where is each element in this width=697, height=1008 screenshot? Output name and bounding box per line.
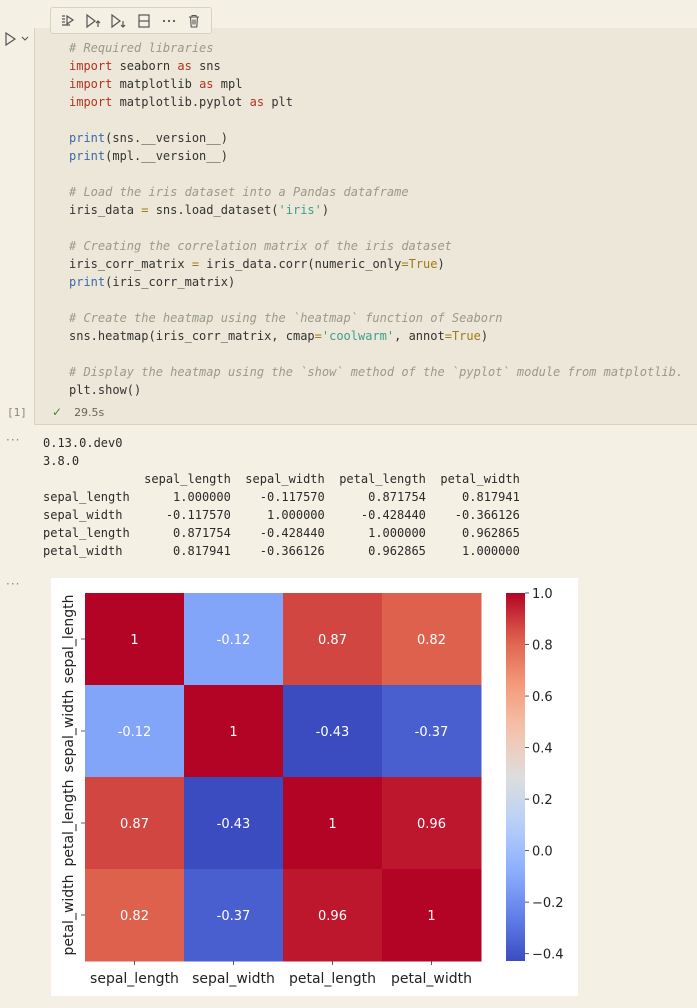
execute-above-icon[interactable] [57,10,79,32]
heatmap-cell [85,777,185,870]
y-tick-label: sepal_width [61,690,77,773]
code-line: # Required libraries [69,41,214,55]
execution-count: [1] [7,406,27,419]
output-line: sepal_length sepal_width petal_length pe… [43,472,520,486]
heatmap-cell [283,777,383,870]
heatmap-chart: 1 -0.12 0.87 0.82 -0.12 1 -0.43 -0.37 0.87 -0.43 1… [61,587,564,987]
heatmap-cell [184,777,284,870]
output-line: sepal_length 1.000000 -0.117570 0.871754… [43,490,520,504]
code-editor[interactable]: # Required libraries import seaborn as sn… [69,39,683,399]
cell-annotation: 1 [229,725,237,740]
code-line: # Display the heatmap using the `show` m… [69,365,684,379]
cell-annotation: 1 [328,817,336,832]
x-tick-label: petal_length [289,971,376,987]
code-line: # Create the heatmap using the `heatmap`… [69,311,503,325]
code-line: import seaborn as sns [69,59,221,73]
code-line: # Creating the correlation matrix of the… [69,239,452,253]
output-line: 0.13.0.dev0 [43,436,123,450]
heatmap-cell [382,685,482,778]
heatmap-cell [85,869,185,962]
output-line: sepal_width -0.117570 1.000000 -0.428440… [43,508,520,522]
code-line [69,345,683,363]
code-line [69,111,683,129]
cell-toolbar [50,7,212,34]
delete-icon[interactable] [183,10,205,32]
code-line: import matplotlib.pyplot as plt [69,95,293,109]
output-line: petal_length 0.871754 -0.428440 1.000000… [43,526,520,540]
cell-annotation: 1 [130,633,138,648]
code-line: print(iris_corr_matrix) [69,275,236,289]
heatmap-figure: 1 -0.12 0.87 0.82 -0.12 1 -0.43 -0.37 0.87 -0.43 1… [51,578,578,996]
heatmap-cell [184,869,284,962]
heatmap-cell [85,593,185,686]
colorbar [506,593,525,961]
y-tick-label: petal_length [61,779,77,866]
colorbar-tick-label: 0.0 [532,845,553,860]
code-line: plt.show() [69,383,142,397]
cell-status: ✓ 29.5s [52,405,104,419]
code-cell[interactable]: # Required libraries import seaborn as sn… [34,28,697,425]
cell-annotation: 0.87 [120,817,149,832]
output-more-icon[interactable]: ··· [6,577,21,591]
code-line: iris_corr_matrix = iris_data.corr(numeri… [69,257,445,271]
colorbar-tick-label: 0.6 [532,690,553,705]
cell-annotation: 1 [427,909,435,924]
heatmap-cell [283,869,383,962]
x-tick-label: sepal_width [192,971,275,987]
code-line: iris_data = sns.load_dataset('iris') [69,203,330,217]
run-cell-button[interactable] [3,30,31,48]
code-line [69,219,683,237]
code-line: print(mpl.__version__) [69,149,228,163]
cell-annotation: 0.96 [318,909,347,924]
heatmap-cell [382,777,482,870]
heatmap-cell [184,685,284,778]
cell-annotation: 0.96 [417,817,446,832]
execute-cell-and-above-icon[interactable] [82,10,104,32]
cell-annotation: -0.43 [316,725,350,740]
cell-annotation: -0.37 [217,909,251,924]
colorbar-tick-label: −0.4 [532,948,564,963]
execute-cell-and-below-icon[interactable] [107,10,129,32]
colorbar-tick-label: 0.2 [532,793,553,808]
output-line: petal_width 0.817941 -0.366126 0.962865 … [43,544,520,558]
code-line: # Load the iris dataset into a Pandas da… [69,185,409,199]
heatmap-cell [382,869,482,962]
cell-annotation: 0.87 [318,633,347,648]
code-line [69,291,683,309]
cell-annotation: -0.12 [217,633,251,648]
output-more-icon[interactable]: ··· [6,433,21,447]
cell-annotation: -0.43 [217,817,251,832]
success-check-icon: ✓ [52,405,63,419]
heatmap-cell [382,593,482,686]
code-line [69,165,683,183]
colorbar-tick-label: −0.2 [532,896,564,911]
x-tick-label: petal_width [391,971,472,987]
cell-annotation: -0.37 [415,725,449,740]
y-tick-label: petal_width [61,874,77,955]
cell-annotation: 0.82 [417,633,446,648]
y-tick-label: sepal_length [61,595,77,684]
colorbar-tick-label: 1.0 [532,587,553,602]
text-output: 0.13.0.dev0 3.8.0 sepal_length sepal_widt… [43,434,520,560]
cell-annotation: 0.82 [120,909,149,924]
code-line: sns.heatmap(iris_corr_matrix, cmap='cool… [69,329,489,343]
more-actions-icon[interactable] [158,10,180,32]
heatmap-cell [184,593,284,686]
heatmap-cell [85,685,185,778]
split-cell-icon[interactable] [133,10,155,32]
colorbar-tick-label: 0.4 [532,742,553,757]
code-line: print(sns.__version__) [69,131,228,145]
x-tick-label: sepal_length [90,971,179,987]
code-line: import matplotlib as mpl [69,77,243,91]
colorbar-tick-label: 0.8 [532,639,553,654]
cell-annotation: -0.12 [118,725,152,740]
heatmap-cell [283,685,383,778]
output-line: 3.8.0 [43,454,80,468]
heatmap-cell [283,593,383,686]
execution-duration: 29.5s [74,405,105,419]
